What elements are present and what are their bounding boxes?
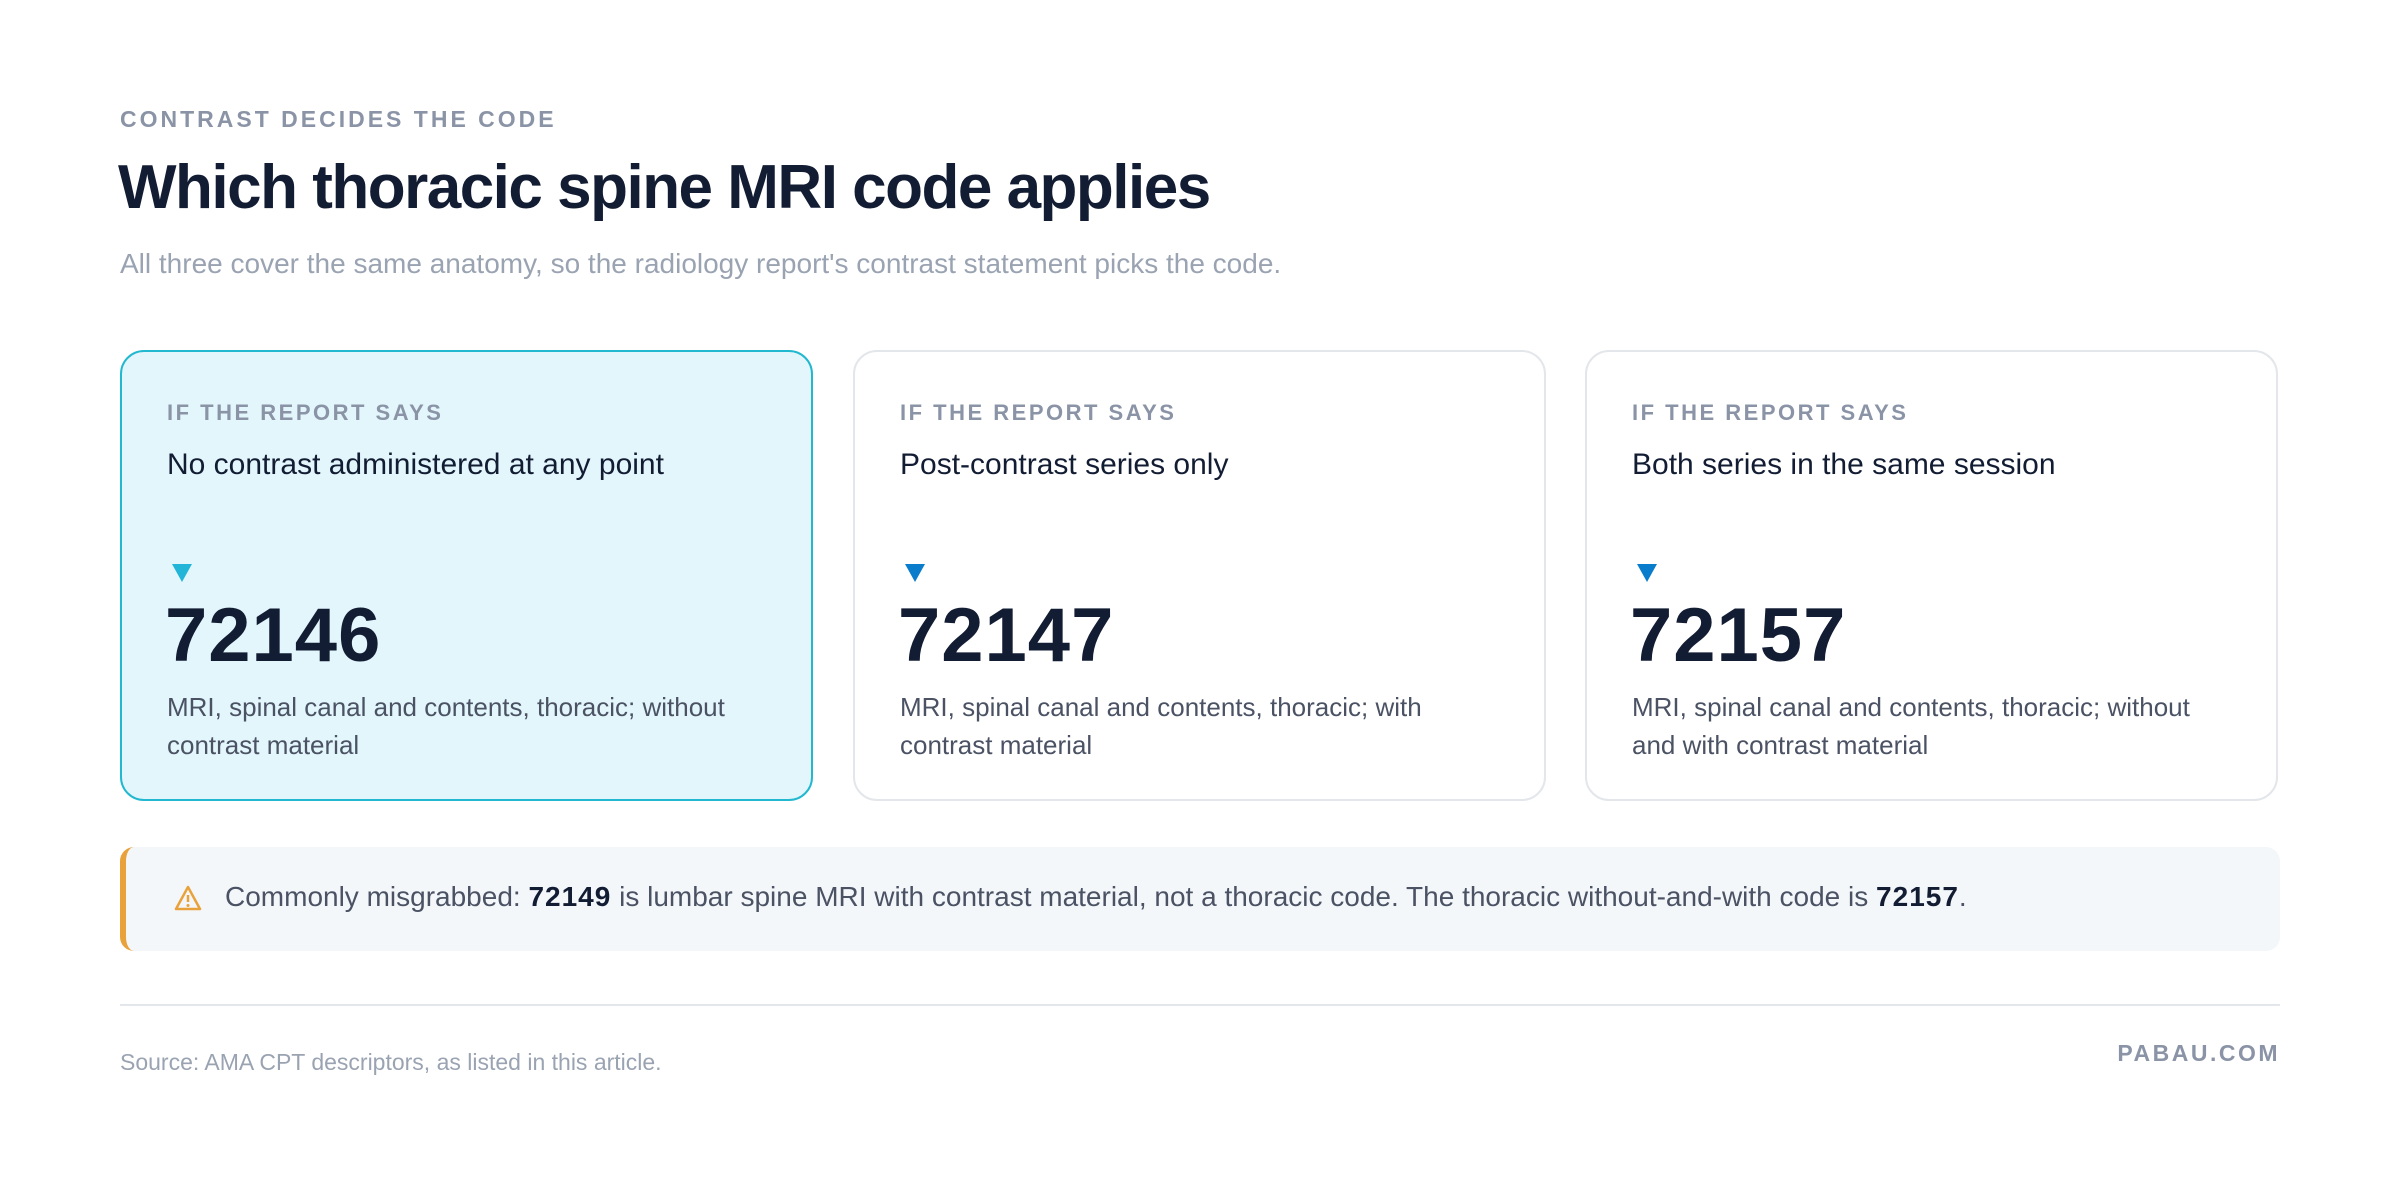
- card-description: MRI, spinal canal and contents, thoracic…: [900, 692, 1422, 760]
- card-condition: No contrast administered at any point: [167, 448, 664, 481]
- note-code: 72149: [528, 881, 612, 912]
- note-text-part: Commonly misgrabbed:: [225, 881, 521, 912]
- note-text: Commonly misgrabbed: 72149 is lumbar spi…: [225, 881, 1967, 913]
- code-card: IF THE REPORT SAYS No contrast administe…: [120, 350, 813, 801]
- brand: PABAU.COM: [2117, 1040, 2280, 1066]
- note-text-part: .: [1958, 881, 1967, 912]
- divider: [120, 1004, 2280, 1006]
- card-label: IF THE REPORT SAYS: [1632, 400, 1909, 425]
- code-card: IF THE REPORT SAYS Both series in the sa…: [1585, 350, 2278, 801]
- eyebrow: CONTRAST DECIDES THE CODE: [120, 106, 557, 132]
- card-description: MRI, spinal canal and contents, thoracic…: [1632, 692, 2190, 760]
- card-condition: Post-contrast series only: [900, 448, 1229, 481]
- card-condition: Both series in the same session: [1632, 448, 2056, 481]
- card-code: 72157: [1630, 593, 1847, 678]
- pointer-icon: [172, 564, 192, 582]
- warning-icon: [174, 885, 202, 911]
- warning-note: Commonly misgrabbed: 72149 is lumbar spi…: [120, 847, 2280, 951]
- subtitle: All three cover the same anatomy, so the…: [120, 248, 1282, 279]
- pointer-icon: [905, 564, 925, 582]
- pointer-icon: [1637, 564, 1657, 582]
- card-label: IF THE REPORT SAYS: [900, 400, 1177, 425]
- card-code: 72147: [898, 593, 1115, 678]
- note-text-part: is lumbar spine MRI with contrast materi…: [619, 881, 1869, 912]
- card-description: MRI, spinal canal and contents, thoracic…: [167, 692, 725, 760]
- note-code: 72157: [1876, 881, 1959, 912]
- source: Source: AMA CPT descriptors, as listed i…: [120, 1049, 662, 1075]
- card-code: 72146: [165, 593, 382, 678]
- title: Which thoracic spine MRI code applies: [118, 153, 1211, 222]
- card-label: IF THE REPORT SAYS: [167, 400, 444, 425]
- code-card: IF THE REPORT SAYS Post-contrast series …: [853, 350, 1546, 801]
